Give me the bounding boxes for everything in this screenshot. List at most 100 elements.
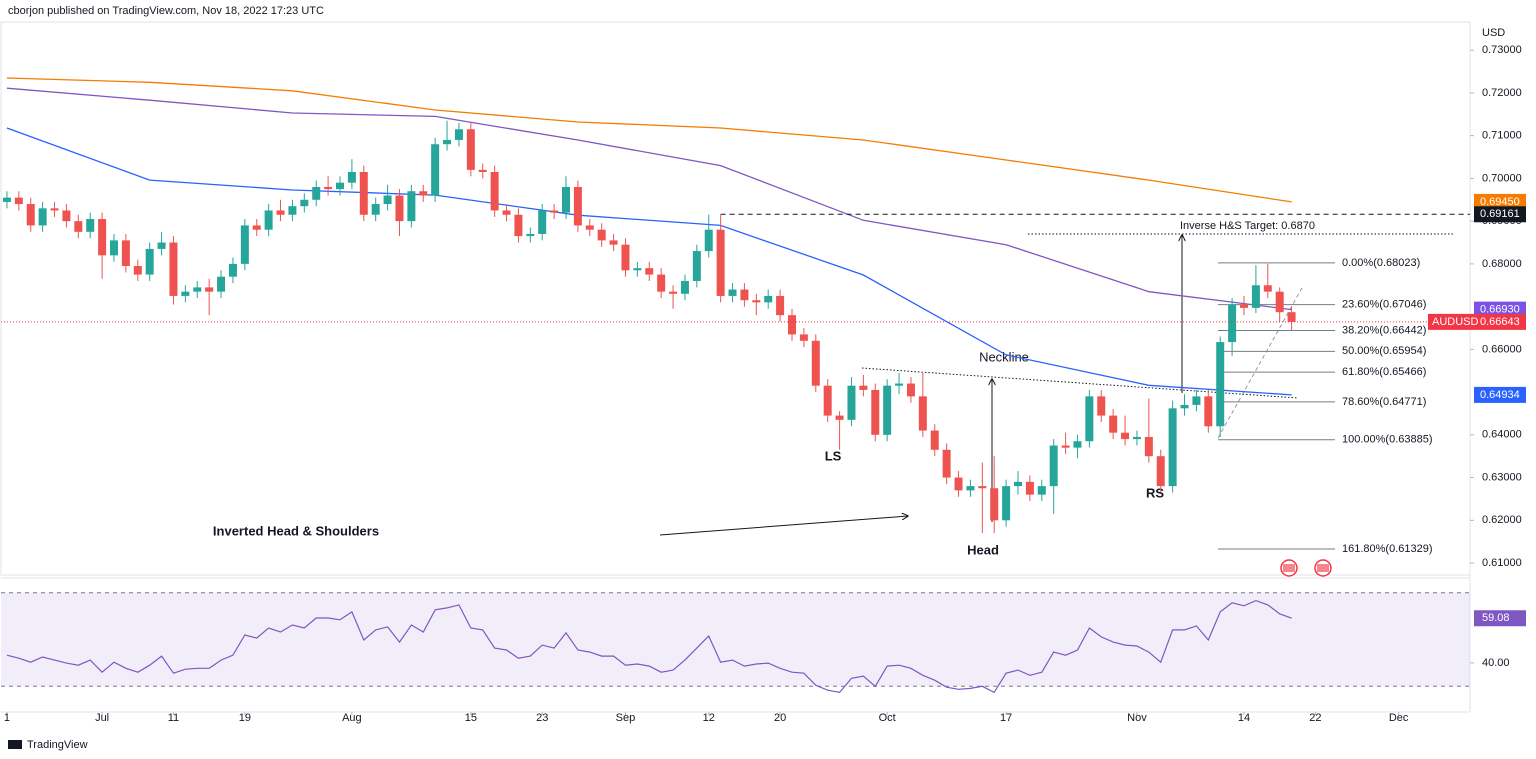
footer-logo[interactable]: TradingView [8,739,88,751]
candle-body [978,486,987,489]
candle-body [1097,396,1106,416]
candle-body [990,488,999,521]
candle-body [1025,481,1034,495]
candle-body [1037,486,1046,495]
price-tag [1474,386,1526,403]
candle-body [514,214,523,237]
footer: TradingView [27,739,88,751]
candle-body [764,295,773,303]
fib-label: 50.00%(0.65954) [1342,345,1426,357]
candle-body [1204,396,1213,427]
y-tick-label: 0.61000 [1482,557,1522,569]
arrow [659,516,908,536]
event-icon[interactable] [1280,559,1298,577]
candle-body [1275,291,1284,313]
price-tag-label: 0.69450 [1480,196,1520,208]
candle-body [419,191,428,196]
x-tick-label: 12 [703,712,715,724]
candle-body [1132,436,1141,440]
x-tick-label: 1 [4,712,10,724]
candle-body [217,276,226,292]
candle-body [478,169,487,173]
candle-body [454,129,463,140]
candle-body [1287,312,1296,322]
candle-body [324,186,333,190]
fib-label: 23.60%(0.67046) [1342,299,1426,311]
candle-body [954,477,963,491]
fib-label: 100.00%(0.63885) [1342,434,1433,446]
price-tag-name: AUDUSD [1432,316,1479,328]
rsi-band [1,592,1470,687]
candle-body [1180,404,1189,409]
x-tick-label: 11 [168,712,179,724]
header: cborjon published on TradingView.com, No… [8,5,324,17]
candle-body [669,291,678,294]
candle-body [145,248,154,275]
candle-body [288,206,297,215]
x-tick-label: Dec [1389,712,1409,724]
candle-body [859,385,868,390]
annotation: LS [825,448,842,463]
moving-average [6,77,1292,203]
candle-body [704,229,713,252]
x-tick-label: 14 [1238,712,1250,724]
x-tick-label: Nov [1127,712,1147,724]
candle-body [562,186,570,213]
candle-body [799,334,808,341]
candle-body [716,229,725,296]
candle-body [157,242,166,249]
candle-body [1061,445,1070,448]
candle-body [1216,342,1225,427]
candle-body [312,186,321,200]
candle-body [585,225,594,230]
candle-body [1014,481,1022,487]
fib-label: 0.00%(0.68023) [1342,257,1420,269]
candle-body [264,210,273,230]
candle-body [1192,396,1201,405]
candle-body [205,287,214,292]
price-tag-label: 0.69161 [1480,208,1520,220]
y-tick-label: 0.66000 [1482,343,1522,355]
candle-body [431,144,440,196]
x-tick-label: Jul [95,712,109,724]
candle-body [883,385,892,435]
fib-label: 38.20%(0.66442) [1342,324,1426,336]
price-tag [1474,206,1526,223]
candle-body [98,219,107,256]
candle-body [407,191,416,222]
candle-body [609,240,618,245]
moving-average [6,127,1292,396]
y-tick-label: 0.64000 [1482,429,1522,441]
candle-body [240,225,249,264]
y-tick-label: 0.62000 [1482,514,1522,526]
candle-body [181,291,190,296]
candle-body [752,300,761,303]
candle-body [395,195,404,222]
candle-body [1073,441,1082,448]
price-tag [1428,313,1526,330]
candle-body [110,240,118,256]
y-tick-label: 0.63000 [1482,471,1522,483]
candle-body [680,280,689,294]
candle-body [443,139,452,145]
price-tag [1474,301,1526,318]
candle-body [252,225,261,230]
candle-body [50,208,59,211]
candle-body [740,289,749,301]
x-tick-label: Aug [342,712,362,724]
candle-body [692,251,701,281]
event-icon[interactable] [1314,559,1332,577]
candle-body [573,186,582,226]
candle-body [38,208,47,226]
candle-body [383,195,392,205]
candle-body [918,396,927,431]
candle-body [490,172,499,211]
moving-average [6,87,1292,311]
x-tick-label: 19 [239,712,251,724]
candle-body [502,210,511,215]
candle-body [1002,486,1011,521]
x-tick-label: Oct [879,712,896,724]
candle-body [835,415,844,420]
